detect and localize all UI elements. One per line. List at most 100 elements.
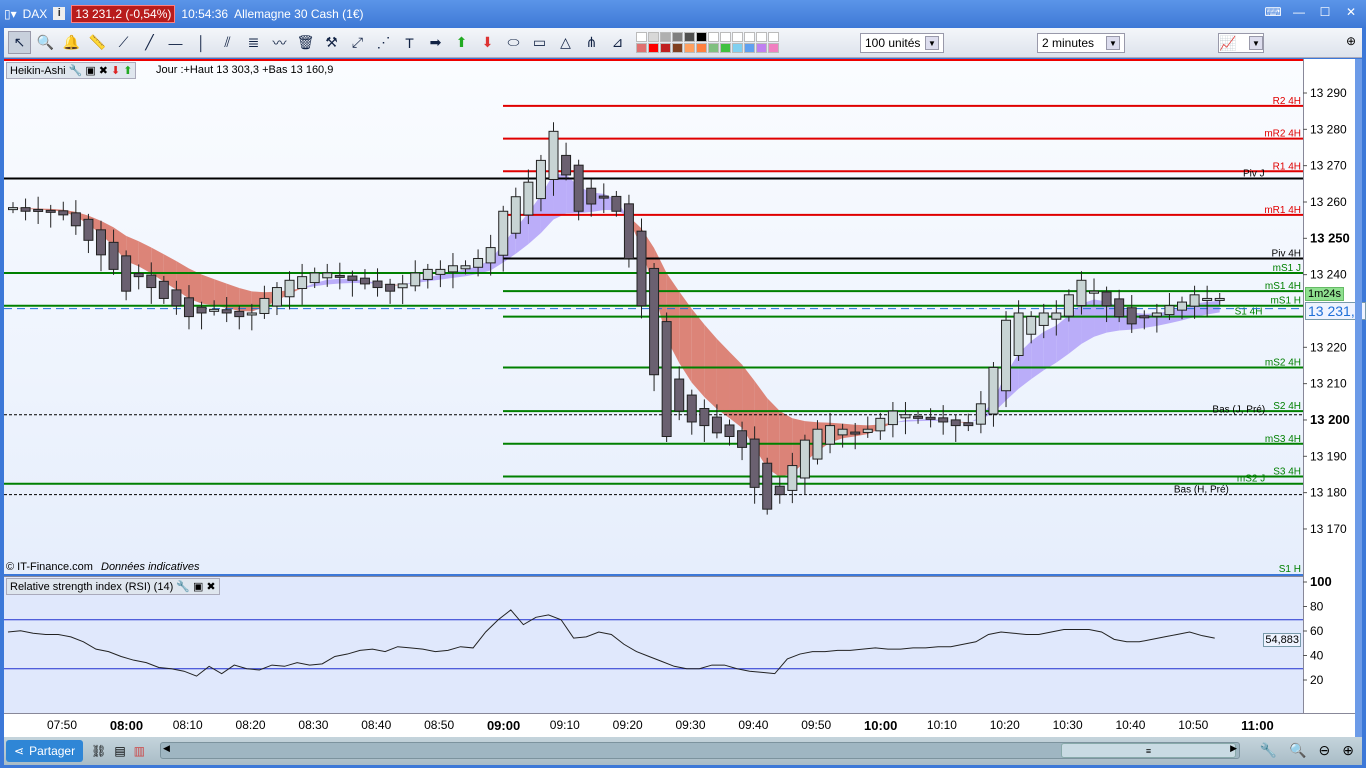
gann-icon[interactable]: ⊿ [611, 34, 624, 50]
arrow-up-icon[interactable]: ⬆ [455, 34, 468, 50]
color-swatch[interactable] [768, 43, 779, 53]
fibonacci-icon[interactable]: ≣ [247, 34, 260, 50]
color-swatch[interactable] [744, 43, 755, 53]
candle [485, 247, 496, 264]
scroll-lock-icon[interactable]: ⊕ [1345, 34, 1356, 48]
parallel-icon[interactable]: ⋰ [376, 34, 391, 50]
candle [196, 306, 207, 314]
x-tick-label: 10:20 [989, 718, 1020, 732]
cloud-segment [553, 173, 567, 220]
candle [523, 181, 534, 216]
share-button[interactable]: ⋖ Partager [6, 740, 84, 762]
color-swatch[interactable] [708, 43, 719, 53]
keyboard-icon[interactable]: ⌨ [1264, 5, 1282, 19]
scroll-right-button[interactable]: ▶ [1230, 743, 1237, 753]
level-label: R2 4H [1273, 96, 1301, 107]
tools-icon[interactable]: ⚒ [325, 34, 338, 50]
color-swatch[interactable] [648, 43, 659, 53]
candle-style-icon[interactable]: ⛓ [91, 744, 107, 758]
trash-icon[interactable]: 🗑 [296, 34, 315, 50]
chart-settings-icon[interactable]: 🔧 [1259, 742, 1278, 758]
scrollbar-thumb[interactable]: ≡ [1061, 743, 1236, 758]
zoom-icon[interactable]: 🔍 [36, 34, 55, 50]
list-icon[interactable]: ▤ [114, 744, 126, 758]
color-swatch[interactable] [648, 32, 659, 42]
candle [1051, 312, 1062, 320]
arrow-down-icon[interactable]: ⬇ [481, 34, 494, 50]
color-swatch[interactable] [660, 32, 671, 42]
rsi-pane[interactable]: Relative strength index (RSI) (14) 🔧 ▣ ✖ 54… [4, 576, 1303, 713]
zoom-out-icon[interactable]: ⊖ [1318, 742, 1331, 758]
candle [498, 210, 509, 256]
arrow-up-icon[interactable]: ⬆ [123, 65, 133, 77]
text-icon[interactable]: T [405, 34, 414, 51]
point-icon[interactable]: ⤢ [351, 34, 364, 50]
price-chart[interactable]: R2 4H mR2 4H R1 4H Piv J mR1 4H Piv 4H mS1 J mS… [4, 59, 1303, 574]
close-button[interactable]: ✕ [1345, 5, 1357, 19]
color-swatch[interactable] [720, 43, 731, 53]
color-swatch[interactable] [756, 32, 767, 42]
candle [435, 268, 446, 275]
pitchfork-icon[interactable]: ⋔ [585, 34, 598, 50]
auto-zoom-icon[interactable]: 🔍 [1289, 742, 1307, 758]
pointer-icon[interactable]: ↖ [8, 31, 31, 54]
quantity-dropdown[interactable]: 100 unités ▼ [860, 33, 944, 53]
window-icon[interactable]: ▣ [85, 65, 96, 77]
maximize-button[interactable]: ☐ [1319, 5, 1331, 19]
price-axis[interactable]: 13 290 13 280 13 270 13 260 13 250 13 240 13 2… [1303, 59, 1366, 713]
ruler-icon[interactable]: 📏 [88, 34, 107, 50]
color-swatch[interactable] [636, 32, 647, 42]
color-swatch[interactable] [696, 32, 707, 42]
candle [58, 210, 69, 216]
line-icon[interactable]: ╱ [145, 34, 154, 50]
color-swatch[interactable] [708, 32, 719, 42]
color-swatch[interactable] [672, 43, 683, 53]
indicator-legend: Heikin-Ashi 🔧 ▣ ✖ ⬇ ⬆ [6, 62, 137, 79]
color-swatch[interactable] [732, 43, 743, 53]
arrow-down-icon[interactable]: ⬇ [110, 65, 121, 77]
color-swatch[interactable] [696, 43, 707, 53]
color-swatch[interactable] [684, 32, 695, 42]
cloud-segment [1056, 315, 1069, 363]
color-swatch[interactable] [768, 32, 779, 42]
color-swatch[interactable] [756, 43, 767, 53]
ellipse-icon[interactable]: ⬭ [507, 34, 520, 50]
color-swatch[interactable] [636, 43, 647, 53]
candle [636, 230, 647, 307]
interval-dropdown[interactable]: 2 minutes ▼ [1037, 33, 1125, 53]
color-swatch[interactable] [744, 32, 755, 42]
settings-wrench-icon[interactable]: 🔧 [176, 581, 190, 593]
trend-icon[interactable]: 〰 [272, 34, 287, 51]
settings-wrench-icon[interactable]: 🔧 [68, 65, 83, 77]
rectangle-icon[interactable]: ▭ [532, 34, 547, 50]
level-label: mS1 J [1273, 263, 1301, 274]
color-swatch[interactable] [672, 32, 683, 42]
color-swatch[interactable] [684, 43, 695, 53]
time-axis[interactable]: 07:50 08:00 08:10 08:20 08:30 08:40 08:50 09:00… [4, 713, 1355, 737]
order-book-icon[interactable]: ▥ [133, 744, 146, 758]
scroll-left-button[interactable]: ◀ [163, 743, 170, 753]
horizontal-scrollbar[interactable]: ◀ ≡ ▶ [160, 742, 1240, 759]
segment-icon[interactable]: ⟋ [118, 34, 129, 50]
close-icon[interactable]: ✖ [206, 581, 216, 593]
minimize-button[interactable]: — [1293, 5, 1305, 19]
cloud-segment [742, 364, 755, 448]
color-swatch[interactable] [732, 32, 743, 42]
horizontal-line-icon[interactable]: — [168, 34, 183, 51]
color-swatch[interactable] [720, 32, 731, 42]
arrow-right-icon[interactable]: ➡ [429, 34, 442, 50]
alert-bell-icon[interactable]: 🔔 [62, 34, 81, 50]
close-icon[interactable]: ✖ [98, 65, 108, 77]
chart-type-icon[interactable]: ▯▾ [4, 6, 17, 21]
x-tick-label: 10:10 [926, 718, 957, 732]
symbol-selector[interactable]: DAX [22, 6, 48, 21]
level-label: Bas (H, Pré) [1174, 485, 1229, 496]
info-icon[interactable]: i [53, 7, 66, 20]
vertical-line-icon[interactable]: │ [197, 34, 206, 51]
zoom-in-icon[interactable]: ⊕ [1342, 742, 1354, 758]
color-swatch[interactable] [660, 43, 671, 53]
indicators-button[interactable]: 📈 ▼ [1218, 33, 1264, 53]
channel-icon[interactable]: ⫽ [224, 34, 231, 50]
window-icon[interactable]: ▣ [192, 581, 204, 593]
triangle-icon[interactable]: △ [560, 34, 571, 50]
